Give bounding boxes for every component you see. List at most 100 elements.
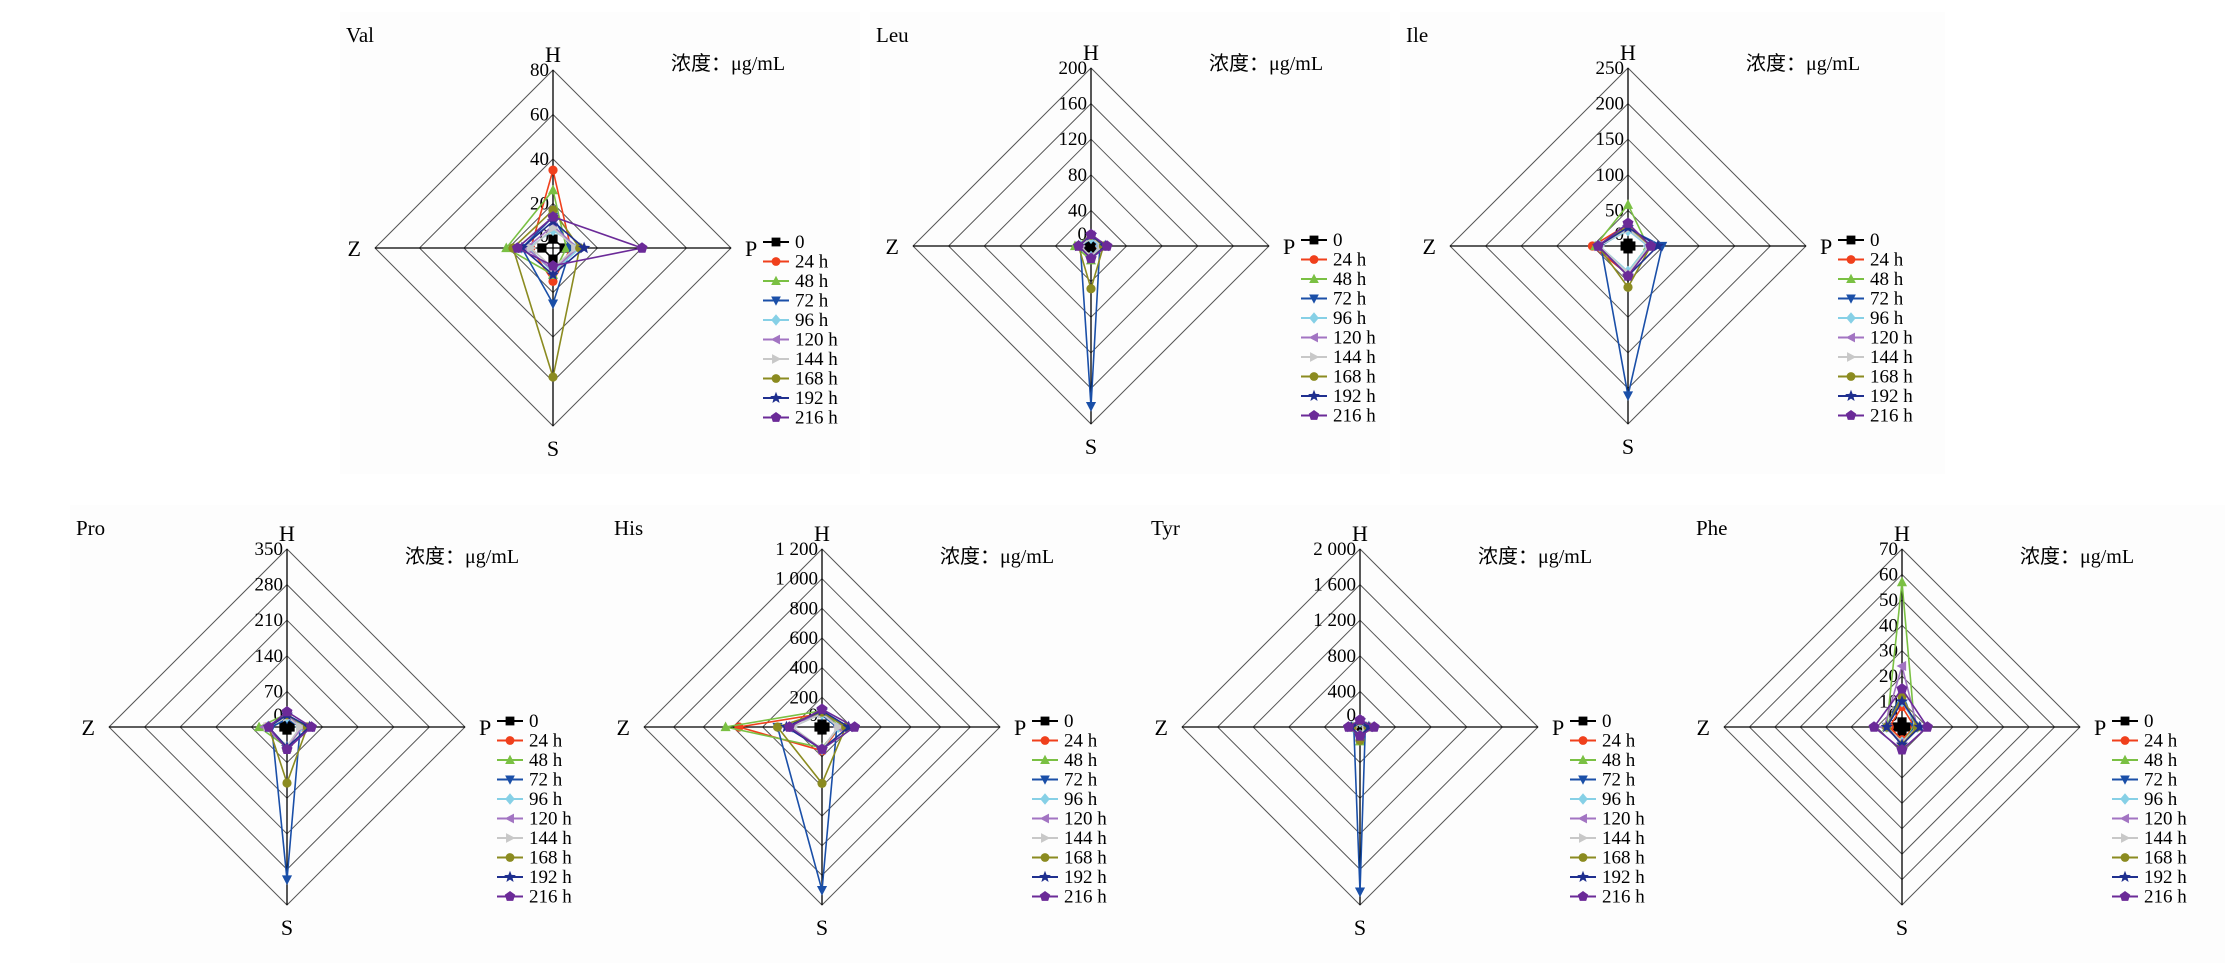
axis-label-s: S (816, 915, 828, 940)
legend-label: 72 h (2144, 770, 2178, 791)
legend-label: 192 h (2144, 867, 2187, 888)
legend-item: 72 h (763, 291, 829, 312)
data-point (783, 721, 795, 732)
data-point (547, 211, 559, 222)
tick-label: 60 (530, 105, 549, 126)
chart-title: Leu (876, 23, 909, 47)
legend-label: 168 h (1064, 848, 1107, 869)
legend-label: 144 h (795, 349, 838, 370)
legend-label: 0 (1064, 711, 1074, 732)
legend-label: 96 h (1064, 789, 1098, 810)
unit-label: 浓度：μg/mL (405, 545, 519, 568)
data-point (772, 722, 783, 732)
legend-marker (1846, 312, 1856, 324)
legend-item: 168 h (2112, 848, 2187, 869)
chart-title: Ile (1406, 23, 1428, 47)
legend-item: 168 h (1570, 848, 1645, 869)
legend-marker (2120, 736, 2130, 745)
data-point (548, 254, 558, 264)
axis-label-z: Z (1423, 234, 1436, 259)
data-point (282, 778, 292, 788)
tick-label: 1 600 (1313, 575, 1356, 596)
data-point (1592, 240, 1604, 251)
tick-label: 80 (530, 60, 549, 81)
tick-label: 250 (1596, 58, 1625, 79)
data-point (548, 222, 559, 234)
data-point (1101, 240, 1113, 251)
legend-item: 192 h (1570, 867, 1645, 888)
legend-label: 0 (1602, 711, 1612, 732)
axis-label-p: P (1014, 715, 1026, 740)
data-point (548, 276, 558, 286)
unit-label: 浓度：μg/mL (1478, 545, 1592, 568)
legend-label: 192 h (795, 388, 838, 409)
legend-marker (770, 391, 782, 403)
data-point (1085, 402, 1097, 412)
legend-item: 120 h (1032, 809, 1107, 830)
legend-label: 216 h (795, 408, 838, 429)
legend-marker (2120, 775, 2130, 785)
tick-label: 200 (790, 687, 819, 708)
legend-item: 0 (2112, 711, 2154, 732)
legend-label: 168 h (1602, 848, 1645, 869)
legend-item: 120 h (1301, 328, 1376, 349)
unit-label: 浓度：μg/mL (1209, 52, 1323, 75)
legend-marker (1039, 813, 1049, 824)
legend-marker (1579, 833, 1589, 843)
legend-label: 72 h (1870, 289, 1904, 310)
legend-label: 216 h (1602, 887, 1645, 908)
legend-label: 72 h (1064, 770, 1098, 791)
tick-label: 1 200 (1313, 610, 1356, 631)
legend-label: 216 h (1333, 406, 1376, 427)
legend-label: 192 h (529, 867, 572, 888)
legend-marker (1041, 833, 1051, 843)
legend-marker (505, 775, 515, 785)
legend-item: 24 h (1301, 250, 1367, 271)
axis-label-s: S (1085, 434, 1097, 459)
data-point (817, 778, 827, 788)
data-point (296, 721, 306, 733)
series-216h (1343, 714, 1380, 741)
data-point (1895, 695, 1909, 707)
legend-label: 24 h (1333, 250, 1367, 271)
data-point (1343, 721, 1354, 732)
legend-marker (1040, 754, 1050, 764)
legend-item: 192 h (1301, 386, 1376, 407)
legend-item: 168 h (1838, 367, 1913, 388)
legend-marker (1577, 891, 1589, 901)
tick-label: 200 (1059, 58, 1088, 79)
legend-marker (2120, 793, 2130, 805)
legend-label: 48 h (795, 271, 829, 292)
legend-item: 96 h (1301, 308, 1367, 329)
axis-label-p: P (745, 236, 757, 261)
legend-item: 0 (763, 232, 805, 253)
data-point (1354, 722, 1364, 732)
axis-label-z: Z (886, 234, 899, 259)
legend-label: 96 h (1333, 308, 1367, 329)
legend-item: 48 h (2112, 750, 2178, 771)
legend-label: 24 h (1870, 250, 1904, 271)
tick-label: 400 (790, 658, 819, 679)
legend-marker (505, 793, 515, 805)
legend-item: 216 h (2112, 887, 2187, 908)
data-point (1897, 727, 1907, 737)
legend-marker (2119, 870, 2131, 882)
data-point (511, 242, 523, 253)
legend-marker (2119, 813, 2129, 824)
legend-marker (1308, 410, 1320, 420)
tick-label: 200 (1596, 94, 1625, 115)
legend-label: 0 (1333, 230, 1343, 251)
data-point (537, 243, 547, 253)
data-point (849, 721, 861, 732)
data-point (1354, 714, 1366, 725)
legend-item: 144 h (763, 349, 838, 370)
legend-item: 144 h (1570, 828, 1645, 849)
legend-marker (1308, 332, 1318, 343)
legend-marker (1845, 332, 1855, 343)
